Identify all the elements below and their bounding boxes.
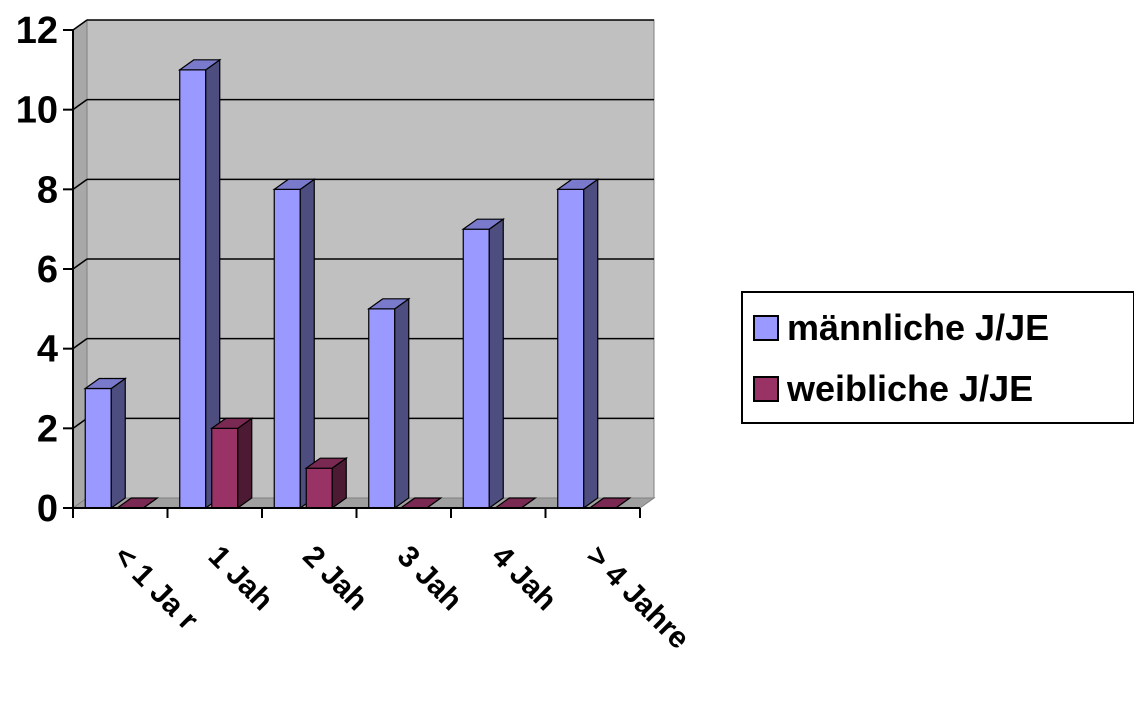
y-tick-label: 12 <box>16 10 58 52</box>
axes <box>63 29 641 518</box>
bar-top <box>461 218 506 230</box>
gridline-depth <box>72 338 88 350</box>
x-tick-label: > 4 Jahre <box>580 540 696 656</box>
bar-front <box>273 188 301 509</box>
bar-maennlich-2 <box>272 178 317 510</box>
bar-side <box>237 417 253 510</box>
y-tick-label: 6 <box>37 249 58 291</box>
bar-front <box>462 228 490 509</box>
bar-top <box>177 59 222 71</box>
y-tick-label: 2 <box>37 408 58 450</box>
legend-label-maennlich: männliche J/JE <box>787 307 1050 348</box>
bar-top <box>272 178 317 190</box>
legend-item-weiblich: weibliche J/JE <box>753 368 1033 410</box>
y-tick-label: 0 <box>37 488 58 530</box>
bar-front <box>84 387 112 509</box>
bar-side <box>488 218 504 510</box>
legend-item-maennlich: männliche J/JE <box>753 307 1049 349</box>
gridline-depth <box>72 258 88 270</box>
y-axis-tick-labels: 0 2 4 6 8 10 12 <box>16 10 58 530</box>
bar-weiblich-1 <box>209 417 254 510</box>
bar-top <box>304 457 349 469</box>
gridline-depth <box>72 99 88 111</box>
bar-maennlich-0 <box>83 377 128 510</box>
bar-front <box>179 69 207 509</box>
y-tick-label: 10 <box>16 90 58 132</box>
x-tick-label: 3 Jah <box>391 540 469 618</box>
bar-side <box>299 178 315 510</box>
bar-maennlich-3 <box>366 297 411 510</box>
bar-front <box>211 427 239 509</box>
legend-swatch-maennlich <box>753 315 779 341</box>
x-tick-label: < 1 Ja r <box>107 540 204 637</box>
gridline-depth <box>72 178 88 190</box>
x-tick-label: 1 Jah <box>202 540 280 618</box>
legend-label-weiblich: weibliche J/JE <box>787 368 1034 409</box>
bar-top <box>209 417 254 429</box>
x-axis-tick-labels: < 1 Ja r1 Jah 2 Jah 3 Jah 4 Jah > 4 Jahre <box>107 540 695 656</box>
y-tick-label: 4 <box>37 329 58 371</box>
gridline-depth <box>72 19 88 31</box>
bar-side <box>110 377 126 510</box>
bar-front <box>305 467 333 509</box>
x-tick-label: 2 Jah <box>296 540 374 618</box>
bar-maennlich-4 <box>461 218 506 510</box>
legend: männliche J/JE weibliche J/JE <box>741 291 1134 424</box>
legend-swatch-weiblich <box>753 376 779 402</box>
bar-front <box>557 188 585 509</box>
bar-front <box>368 308 396 509</box>
bar-maennlich-5 <box>555 178 600 510</box>
bar-side <box>394 297 410 510</box>
bar-side <box>583 178 599 510</box>
bar-top <box>366 298 411 310</box>
bar-weiblich-2 <box>304 457 349 510</box>
bar-top <box>555 178 600 190</box>
bar-top <box>83 377 128 390</box>
x-tick-label: 4 Jah <box>485 540 563 618</box>
y-tick-label: 8 <box>37 169 58 211</box>
